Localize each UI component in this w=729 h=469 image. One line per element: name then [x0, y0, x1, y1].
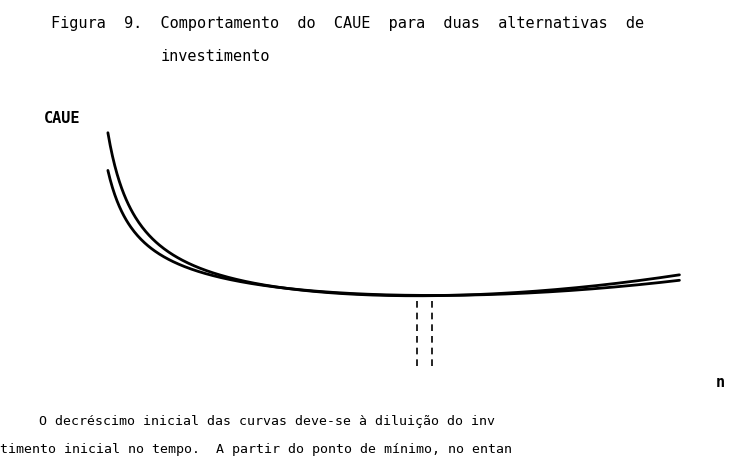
Text: investimento: investimento	[160, 49, 270, 64]
Text: timento inicial no tempo.  A partir do ponto de mínimo, no entan: timento inicial no tempo. A partir do po…	[0, 443, 512, 456]
Text: Figura  9.  Comportamento  do  CAUE  para  duas  alternativas  de: Figura 9. Comportamento do CAUE para dua…	[51, 16, 644, 31]
Text: O decréscimo inicial das curvas deve-se à diluição do inv: O decréscimo inicial das curvas deve-se …	[15, 415, 494, 428]
Text: CAUE: CAUE	[44, 111, 80, 126]
Text: n: n	[716, 375, 725, 390]
